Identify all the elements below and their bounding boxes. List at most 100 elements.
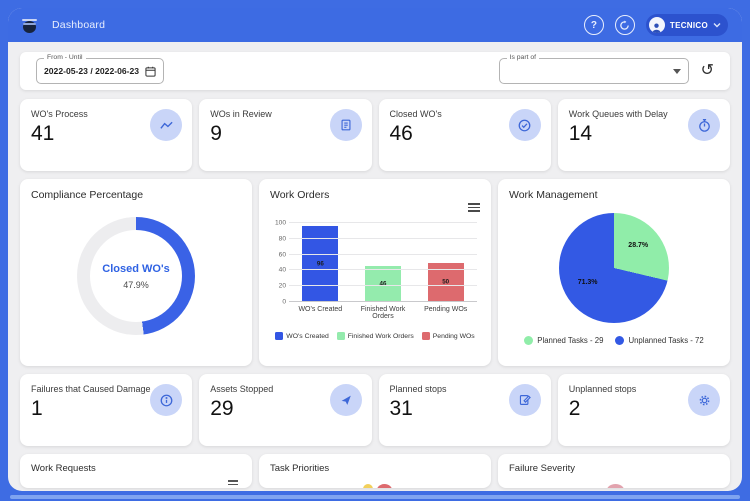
- donut-center-value: 47.9%: [123, 279, 149, 290]
- chart-fragment: [377, 484, 393, 488]
- bottom-row: Work Requests Task Priorities Failure Se…: [20, 454, 730, 488]
- y-axis-tick: 40: [278, 266, 286, 274]
- bar-value-label: 46: [379, 280, 387, 288]
- legend-swatch: [421, 332, 430, 340]
- y-axis-tick: 60: [278, 251, 286, 259]
- kpi-work-queues-delay: Work Queues with Delay 14: [557, 99, 730, 171]
- donut-center-label: Closed WO's: [102, 262, 170, 275]
- legend-label: WO's Created: [286, 332, 329, 340]
- work-orders-legend: WO's Created Finished Work Orders Pending …: [259, 332, 491, 340]
- chart-menu-icon[interactable]: [468, 203, 480, 214]
- legend-item[interactable]: Pending WOs: [421, 332, 475, 340]
- sync-button[interactable]: [614, 15, 635, 35]
- work-orders-xlabels: WO's Created Finished Work Orders Pending …: [289, 306, 477, 320]
- gridline: [289, 253, 477, 255]
- kpi-label: Failures that Caused Damage: [31, 384, 151, 394]
- work-requests-card: Work Requests: [20, 454, 252, 488]
- help-button[interactable]: ?: [583, 15, 604, 35]
- kpi-value: 2: [568, 397, 581, 420]
- kpi-label: Unplanned stops: [568, 384, 637, 394]
- bar-value-label: 50: [442, 278, 450, 286]
- legend-swatch: [336, 332, 345, 340]
- date-range-input[interactable]: From - Until 2022-05-23 / 2022-06-23: [36, 54, 164, 84]
- x-axis-label: Pending WOs: [424, 306, 468, 313]
- timer-icon: [688, 109, 720, 141]
- kpi-assets-stopped: Assets Stopped 29: [199, 374, 372, 446]
- page-title: Dashboard: [52, 19, 106, 31]
- x-axis-label: WO's Created: [298, 306, 343, 313]
- legend-item[interactable]: Planned Tasks - 29: [524, 336, 603, 345]
- date-range-label: From - Until: [44, 54, 86, 61]
- gear-icon: [688, 384, 720, 416]
- avatar: [648, 17, 665, 33]
- kpi-label: Work Queues with Delay: [568, 109, 668, 119]
- compliance-card: Compliance Percentage Closed WO's 47.9%: [20, 179, 252, 366]
- legend-label: Pending WOs: [432, 332, 475, 340]
- y-axis-tick: 100: [274, 219, 286, 227]
- legend-item[interactable]: Unplanned Tasks - 72: [615, 336, 704, 345]
- select-arrow-icon: [672, 68, 681, 74]
- chevron-down-icon: [713, 23, 721, 28]
- chart-title: Failure Severity: [509, 463, 575, 474]
- kpi-planned-stops: Planned stops 31: [378, 374, 551, 446]
- work-orders-grid: 96 46 50 0 20 40 60 80 100: [275, 220, 477, 306]
- refresh-button[interactable]: ↺: [700, 62, 714, 79]
- info-circle-icon: [150, 384, 183, 416]
- sync-icon: [620, 19, 630, 30]
- kpi-value: 29: [210, 397, 234, 420]
- legend-label: Unplanned Tasks - 72: [628, 336, 704, 345]
- kpi-unplanned-stops: Unplanned stops 2: [557, 374, 730, 446]
- kpi-value: 41: [31, 122, 55, 145]
- chart-title: Task Priorities: [270, 463, 330, 474]
- chart-title: Compliance Percentage: [31, 189, 144, 201]
- chart-title: Work Orders: [270, 189, 330, 201]
- app-logo-icon: [22, 17, 38, 33]
- charts-row: Compliance Percentage Closed WO's 47.9% …: [20, 179, 730, 366]
- app-window: Dashboard ? TECNICO From - Until 2022-: [8, 8, 742, 491]
- kpi-value: 1: [31, 397, 43, 420]
- donut-center: Closed WO's 47.9%: [90, 230, 182, 322]
- work-orders-bars: 96 46 50: [289, 223, 477, 302]
- kpi-value: 9: [210, 122, 222, 145]
- gridline: [289, 222, 477, 223]
- navigation-icon: [329, 384, 362, 416]
- kpi-label: WO's Process: [31, 109, 88, 119]
- legend-item[interactable]: Finished Work Orders: [336, 332, 414, 340]
- pie-slice-label: 28.7%: [628, 241, 649, 249]
- y-axis-tick: 0: [282, 298, 286, 306]
- pie-slice-label: 71.3%: [577, 279, 598, 286]
- gridline: [289, 269, 477, 271]
- work-management-legend: Planned Tasks - 29 Unplanned Tasks - 72: [509, 336, 719, 345]
- calendar-icon[interactable]: [145, 66, 156, 77]
- filter-bar: From - Until 2022-05-23 / 2022-06-23 Is …: [20, 52, 730, 90]
- is-part-of-select[interactable]: Is part of: [498, 54, 689, 84]
- kpi-label: WOs in Review: [210, 109, 272, 119]
- task-priorities-card: Task Priorities: [259, 454, 491, 488]
- bar-2: 50: [427, 262, 464, 302]
- chart-fragment: [607, 484, 625, 488]
- date-range-value: 2022-05-23 / 2022-06-23: [44, 66, 140, 76]
- kpi-failures-damage: Failures that Caused Damage 1: [20, 374, 193, 446]
- legend-item[interactable]: WO's Created: [275, 332, 329, 340]
- work-orders-card: Work Orders 96 46 50 0 20 40 60 80 100 WO's Cre…: [259, 179, 491, 366]
- compliance-donut: Closed WO's 47.9%: [77, 217, 195, 335]
- legend-label: Planned Tasks - 29: [537, 336, 604, 345]
- chart-menu-icon[interactable]: [228, 480, 238, 487]
- bar-value-label: 96: [316, 260, 324, 268]
- check-circle-icon: [508, 109, 541, 141]
- kpi-value: 31: [389, 397, 413, 420]
- gridline: [289, 285, 477, 287]
- y-axis-tick: 80: [278, 235, 286, 243]
- clipboard-icon: [329, 109, 362, 141]
- user-name: TECNICO: [669, 20, 708, 30]
- legend-swatch: [615, 336, 625, 345]
- user-menu[interactable]: TECNICO: [645, 14, 728, 36]
- note-edit-icon: [508, 384, 541, 416]
- work-management-pie: 28.7% 71.3%: [559, 213, 669, 323]
- x-axis-label: Finished Work Orders: [360, 306, 406, 320]
- kpi-wos-process: WO's Process 41: [20, 99, 193, 171]
- y-axis-tick: 20: [278, 282, 286, 290]
- kpi-closed-wos: Closed WO's 46: [378, 99, 551, 171]
- legend-label: Finished Work Orders: [347, 332, 414, 340]
- legend-swatch: [524, 336, 534, 345]
